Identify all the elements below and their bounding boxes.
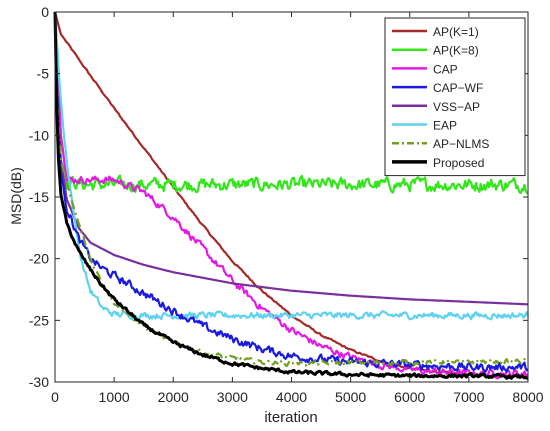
y-tick-label: -25	[29, 312, 49, 328]
legend-label: EAP	[433, 119, 457, 133]
legend-label: VSS−AP	[433, 100, 480, 114]
y-axis-label: MSD(dB)	[8, 167, 24, 225]
x-tick-label: 3000	[217, 389, 248, 405]
x-tick-label: 7000	[453, 389, 484, 405]
x-tick-label: 6000	[394, 389, 425, 405]
x-tick-label: 5000	[335, 389, 366, 405]
y-tick-label: -30	[29, 374, 49, 390]
x-tick-label: 2000	[158, 389, 189, 405]
series-line-proposed	[53, 11, 529, 381]
y-tick-label: -10	[29, 127, 49, 143]
x-tick-label: 0	[51, 389, 59, 405]
y-axis: 0 -5 -10 -15 -20 -25 -30	[29, 4, 528, 390]
legend-label: AP−NLMS	[433, 137, 489, 151]
x-axis: 0 1000 2000 3000 4000 5000 6000 7000 8000	[51, 12, 544, 405]
series-line-cap	[53, 11, 529, 380]
x-tick-label: 4000	[276, 389, 307, 405]
series-line-cap-wf	[53, 11, 529, 373]
legend-label: CAP−WF	[433, 81, 483, 95]
y-tick-label: 0	[41, 4, 49, 20]
series-line-ap-k-8	[53, 11, 529, 195]
y-tick-label: -15	[29, 189, 49, 205]
legend-label: AP(K=8)	[433, 44, 479, 58]
series-line-ap-nlms	[53, 11, 529, 368]
x-tick-label: 8000	[512, 389, 543, 405]
legend-label: Proposed	[433, 156, 484, 170]
legend-label: CAP	[433, 62, 458, 76]
y-tick-label: -5	[37, 66, 50, 82]
series-line-vss-ap	[53, 11, 528, 306]
x-axis-label: iteration	[264, 409, 317, 426]
legend: AP(K=1) AP(K=8) CAP CAP−WF VSS−AP EAP AP−NLMS P…	[384, 17, 526, 177]
x-tick-label: 1000	[99, 389, 130, 405]
plot-series	[53, 11, 530, 381]
legend-label: AP(K=1)	[433, 25, 479, 39]
legend-box	[384, 17, 526, 177]
y-tick-label: -20	[29, 251, 49, 267]
